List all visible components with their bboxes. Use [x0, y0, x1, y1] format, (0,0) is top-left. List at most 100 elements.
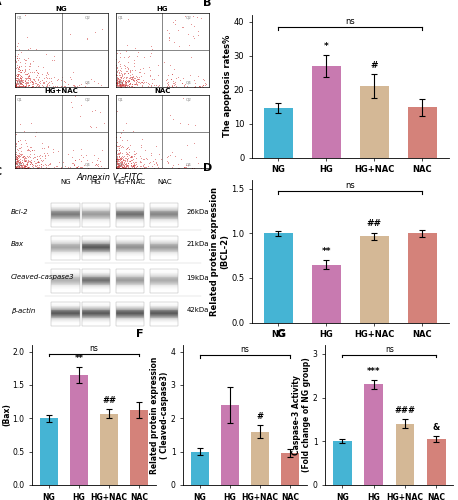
Bar: [360, 236, 389, 322]
Bar: [51, 224, 80, 225]
Bar: [312, 264, 341, 322]
Bar: [51, 204, 80, 205]
Text: B: B: [203, 0, 211, 8]
Bar: [51, 290, 80, 291]
Bar: [116, 254, 144, 256]
Bar: [82, 283, 110, 284]
Bar: [333, 441, 352, 485]
Bar: [116, 271, 144, 272]
Bar: [116, 324, 144, 326]
Bar: [150, 254, 179, 256]
Bar: [150, 312, 179, 314]
Bar: [116, 307, 144, 308]
Bar: [150, 253, 179, 254]
Bar: [150, 303, 179, 304]
Text: HG: HG: [91, 180, 101, 186]
Bar: [51, 274, 80, 275]
Bar: [51, 214, 80, 216]
Bar: [51, 209, 80, 210]
Bar: [116, 205, 144, 206]
Bar: [150, 275, 179, 276]
Text: PI: PI: [0, 86, 1, 94]
Bar: [82, 204, 110, 205]
Bar: [51, 323, 80, 324]
Bar: [150, 274, 179, 275]
Bar: [51, 225, 80, 226]
Bar: [82, 237, 110, 238]
Bar: [82, 316, 110, 318]
Bar: [116, 323, 144, 324]
Bar: [82, 318, 110, 319]
Bar: [150, 278, 179, 279]
Bar: [150, 320, 179, 322]
Bar: [82, 270, 110, 271]
Bar: [150, 268, 179, 270]
Bar: [82, 280, 110, 281]
Bar: [51, 311, 80, 312]
Bar: [360, 86, 389, 158]
Bar: [51, 205, 80, 206]
Bar: [150, 236, 179, 237]
Bar: [150, 218, 179, 220]
Bar: [51, 220, 80, 221]
Bar: [82, 210, 110, 212]
Bar: [82, 272, 110, 274]
Bar: [82, 307, 110, 308]
Text: ns: ns: [240, 346, 250, 354]
Bar: [116, 318, 144, 319]
Bar: [82, 218, 110, 220]
Bar: [82, 222, 110, 224]
Bar: [51, 218, 80, 220]
Bar: [150, 208, 179, 209]
Bar: [150, 206, 179, 208]
Bar: [82, 287, 110, 288]
Bar: [116, 248, 144, 249]
Bar: [116, 208, 144, 209]
Bar: [116, 275, 144, 276]
Bar: [150, 217, 179, 218]
Bar: [51, 275, 80, 276]
Bar: [150, 212, 179, 213]
Bar: [51, 288, 80, 290]
Bar: [51, 278, 80, 279]
Bar: [82, 315, 110, 316]
Bar: [150, 241, 179, 242]
Bar: [116, 218, 144, 220]
Bar: [82, 242, 110, 244]
Bar: [51, 287, 80, 288]
Bar: [312, 66, 341, 158]
Bar: [82, 306, 110, 307]
Bar: [116, 315, 144, 316]
Bar: [39, 418, 58, 485]
Bar: [116, 287, 144, 288]
Bar: [82, 291, 110, 292]
Bar: [51, 257, 80, 258]
Bar: [51, 270, 80, 271]
Bar: [116, 303, 144, 304]
Bar: [150, 308, 179, 310]
Bar: [116, 272, 144, 274]
Bar: [51, 272, 80, 274]
Bar: [150, 283, 179, 284]
Bar: [150, 220, 179, 221]
Bar: [116, 242, 144, 244]
Bar: [51, 306, 80, 307]
Bar: [51, 319, 80, 320]
Bar: [150, 306, 179, 307]
Bar: [82, 303, 110, 304]
Bar: [51, 312, 80, 314]
Bar: [116, 209, 144, 210]
Bar: [150, 202, 179, 203]
Bar: [116, 236, 144, 237]
Bar: [51, 258, 80, 260]
Bar: [150, 272, 179, 274]
Bar: [116, 257, 144, 258]
Bar: [82, 241, 110, 242]
Bar: [116, 322, 144, 323]
Bar: [51, 307, 80, 308]
Bar: [51, 324, 80, 326]
Bar: [221, 405, 239, 485]
Bar: [82, 284, 110, 286]
Bar: [150, 279, 179, 280]
Text: NAC: NAC: [157, 180, 172, 186]
